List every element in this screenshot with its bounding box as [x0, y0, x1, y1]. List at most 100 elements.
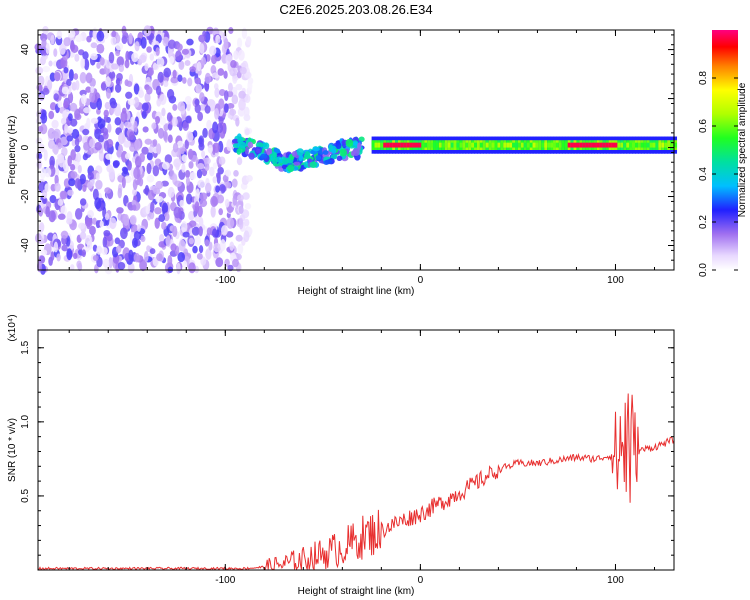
heatmap-cell — [377, 142, 382, 148]
heatmap-cell — [661, 142, 666, 148]
heatmap-cell — [229, 67, 238, 77]
heatmap-cell — [244, 94, 251, 104]
x-tick-label: 0 — [418, 275, 424, 286]
heatmap-cell — [67, 113, 73, 122]
heatmap-cell — [210, 195, 218, 208]
heatmap-cell — [198, 137, 203, 145]
heatmap-cell — [196, 169, 203, 179]
spectrogram-x-label: Height of straight line (km) — [298, 286, 415, 297]
heatmap-cell — [218, 88, 226, 97]
heatmap-cell — [157, 127, 165, 139]
x-tick-label: 100 — [607, 275, 624, 286]
heatmap-cell — [96, 43, 105, 54]
y-tick-label: -20 — [20, 189, 31, 204]
heatmap-cell — [90, 117, 99, 124]
heatmap-cell — [56, 253, 61, 262]
heatmap-cell — [104, 212, 110, 221]
heatmap-cell — [223, 90, 229, 102]
heatmap-cell — [243, 230, 250, 243]
heatmap-cell — [82, 128, 90, 136]
heatmap-cell — [111, 63, 119, 70]
colorbar-tick-label: 0.8 — [698, 71, 709, 85]
heatmap-cell — [181, 154, 188, 163]
heatmap-cell — [450, 142, 455, 148]
heatmap-cell — [336, 155, 343, 161]
colorbar-tick-label: 0.2 — [698, 215, 709, 229]
heatmap-cell — [181, 48, 189, 55]
heatmap-cell — [90, 42, 98, 49]
heatmap-cell — [70, 264, 75, 271]
heatmap-cell — [215, 257, 224, 268]
heatmap-cell — [523, 142, 528, 148]
heatmap-cell — [116, 103, 121, 115]
snr-y-label: SNR (10 * v/v) — [7, 418, 18, 482]
heatmap-cell — [44, 167, 52, 178]
heatmap-cell — [66, 248, 73, 261]
heatmap-cell — [255, 142, 264, 148]
heatmap-cell — [144, 138, 153, 145]
heatmap-cell — [256, 148, 261, 154]
heatmap-cell — [614, 142, 619, 148]
heatmap-cell — [218, 98, 225, 109]
colorbar — [712, 30, 738, 270]
heatmap-cell — [82, 51, 89, 60]
heatmap-cell — [156, 57, 165, 68]
heatmap-cell — [224, 198, 230, 208]
heatmap-cell — [225, 182, 232, 189]
heatmap-cell — [670, 142, 675, 148]
heatmap-cell — [244, 71, 252, 79]
heatmap-cell — [532, 142, 537, 148]
heatmap-cell — [85, 86, 92, 93]
heatmap-cell — [194, 103, 201, 114]
heatmap-cell — [60, 230, 69, 239]
heatmap-cell — [48, 110, 55, 120]
heatmap-cell — [383, 142, 388, 148]
heatmap-cell — [515, 142, 519, 148]
heatmap-cell — [403, 142, 408, 148]
heatmap-cell — [86, 221, 91, 230]
heatmap-cell — [204, 239, 210, 247]
heatmap-cell — [103, 109, 109, 118]
heatmap-cell — [185, 193, 193, 205]
heatmap-cell — [60, 117, 67, 125]
heatmap-cell — [147, 189, 155, 201]
heatmap-cell — [128, 32, 133, 45]
heatmap-cell — [182, 120, 189, 131]
heatmap-cell — [41, 189, 48, 199]
heatmap-cell — [247, 141, 254, 149]
heatmap-cell — [132, 188, 137, 196]
heatmap-cell — [199, 92, 205, 102]
heatmap-cell — [188, 161, 194, 169]
heatmap-cell — [79, 71, 87, 84]
heatmap-cell — [535, 142, 540, 148]
heatmap-cell — [210, 65, 217, 75]
heatmap-cell — [220, 239, 226, 251]
heatmap-cell — [605, 142, 610, 148]
heatmap-cell — [229, 108, 237, 116]
heatmap-cell — [526, 142, 531, 148]
heatmap-cell — [421, 142, 426, 148]
heatmap-cell — [161, 107, 166, 117]
heatmap-cell — [199, 199, 208, 208]
heatmap-cell — [235, 83, 243, 91]
heatmap-cell — [145, 86, 153, 95]
heatmap-cell — [212, 176, 217, 184]
heatmap-cell — [339, 148, 348, 157]
heatmap-cell — [40, 249, 48, 256]
heatmap-cell — [73, 73, 79, 80]
heatmap-cell — [92, 244, 98, 252]
heatmap-cell — [123, 140, 131, 148]
heatmap-cell — [634, 142, 639, 148]
heatmap-cell — [667, 142, 672, 148]
heatmap-cell — [197, 111, 204, 122]
heatmap-cell — [187, 77, 193, 87]
heatmap-cell — [155, 195, 164, 203]
heatmap-cell — [134, 139, 141, 151]
heatmap-cell — [146, 162, 152, 175]
heatmap-cell — [54, 182, 61, 192]
heatmap-cell — [194, 98, 200, 106]
heatmap-cell — [47, 232, 55, 241]
heatmap-cell — [626, 142, 631, 148]
heatmap-cell — [105, 153, 113, 160]
